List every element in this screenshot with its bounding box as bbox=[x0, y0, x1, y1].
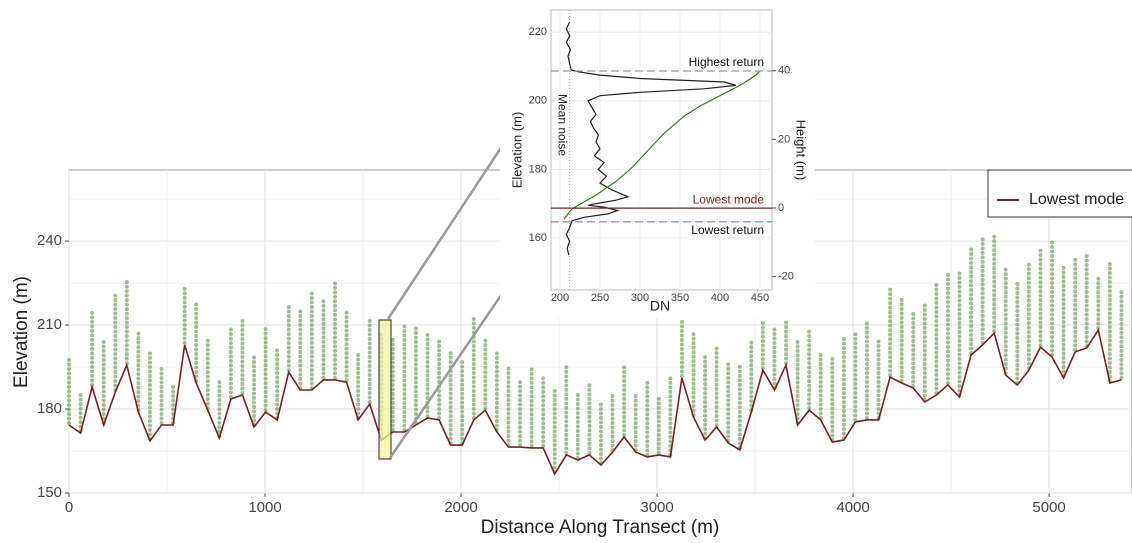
x-tick-label: 250 bbox=[591, 292, 609, 304]
inset-x-label: DN bbox=[650, 298, 670, 314]
legend: Lowest mode bbox=[987, 169, 1132, 218]
inset-frame bbox=[550, 9, 773, 291]
y2-tick-label: 0 bbox=[778, 202, 784, 214]
x-tick-label: 400 bbox=[711, 292, 729, 304]
reference-label: Lowest return bbox=[691, 223, 764, 237]
y-tick-label: 200 bbox=[529, 95, 547, 107]
x-tick-label: 3000 bbox=[640, 499, 673, 516]
inset-plot: 200 250 300 350 400 450 160 180 200 220 -20 0 20 40 Me… bbox=[500, 0, 815, 318]
mean-noise-label: Mean noise bbox=[555, 94, 569, 156]
legend-box bbox=[987, 169, 1132, 218]
x-tick-label: 5000 bbox=[1032, 499, 1065, 516]
x-tick-label: 300 bbox=[631, 292, 649, 304]
reference-label: Lowest mode bbox=[693, 192, 765, 206]
reference-label: Highest return bbox=[689, 55, 764, 69]
x-tick-label: 1000 bbox=[248, 499, 281, 516]
lowest-mode-line bbox=[68, 328, 1122, 476]
y2-tick-label: 20 bbox=[778, 133, 790, 145]
x-tick-label: 2000 bbox=[444, 499, 477, 516]
y-tick-label: 180 bbox=[37, 400, 62, 417]
x-axis-label: Distance Along Transect (m) bbox=[481, 517, 720, 538]
y-tick-label: 210 bbox=[37, 316, 62, 333]
y-axis-label: Elevation (m) bbox=[11, 276, 32, 388]
zoom-box bbox=[378, 319, 392, 460]
y2-tick-label: 40 bbox=[778, 65, 790, 77]
inset-y2-label: Height (m) bbox=[794, 120, 809, 181]
y-tick-label: 240 bbox=[37, 232, 62, 249]
x-tick-label: 0 bbox=[65, 499, 73, 516]
inset-y-label: Elevation (m) bbox=[509, 112, 524, 189]
profile-line bbox=[563, 70, 761, 220]
x-tick-label: 200 bbox=[551, 292, 569, 304]
x-tick-label: 4000 bbox=[836, 499, 869, 516]
y2-tick-label: -20 bbox=[778, 271, 794, 283]
y-tick-label: 150 bbox=[37, 484, 62, 501]
x-tick-label: 450 bbox=[751, 292, 769, 304]
y-tick-label: 180 bbox=[529, 163, 547, 175]
profile-line bbox=[565, 21, 737, 256]
x-tick-label: 350 bbox=[671, 292, 689, 304]
y-tick-label: 160 bbox=[529, 232, 547, 244]
legend-label: Lowest mode bbox=[1029, 191, 1124, 208]
y-tick-label: 220 bbox=[529, 26, 547, 38]
